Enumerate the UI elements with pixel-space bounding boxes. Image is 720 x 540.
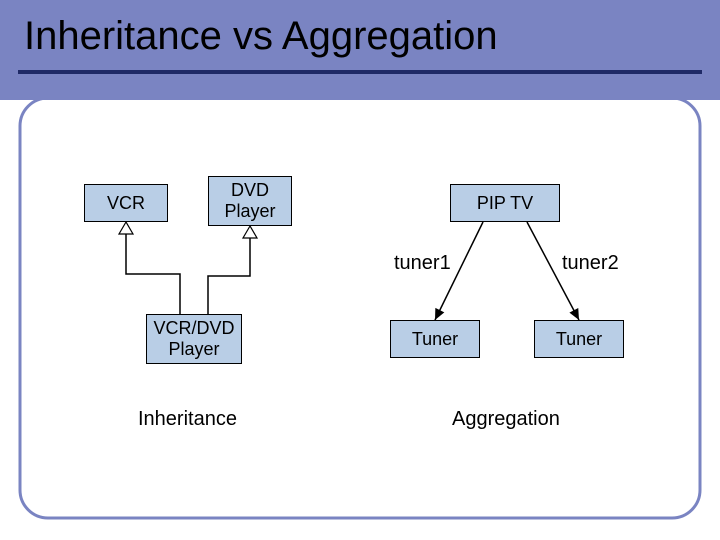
box-tuner-left: Tuner (390, 320, 480, 358)
box-pip-tv: PIP TV (450, 184, 560, 222)
box-vcr: VCR (84, 184, 168, 222)
box-vcr-dvd-player: VCR/DVDPlayer (146, 314, 242, 364)
title-underline (18, 70, 702, 74)
caption-aggregation: Aggregation (452, 408, 560, 431)
caption-inheritance: Inheritance (138, 408, 237, 431)
box-tuner-r-label: Tuner (556, 329, 602, 350)
box-tuner-right: Tuner (534, 320, 624, 358)
edge-label-tuner1: tuner1 (394, 252, 451, 275)
slide: Inheritance vs Aggregation VCR DVDPlayer… (0, 0, 720, 540)
box-vcrdvd-label: VCR/DVDPlayer (153, 318, 234, 359)
box-vcr-label: VCR (107, 193, 145, 214)
box-piptv-label: PIP TV (477, 193, 533, 214)
box-dvd-label: DVDPlayer (224, 180, 275, 221)
page-title: Inheritance vs Aggregation (24, 14, 498, 59)
box-dvd-player: DVDPlayer (208, 176, 292, 226)
box-tuner-l-label: Tuner (412, 329, 458, 350)
edge-label-tuner2: tuner2 (562, 252, 619, 275)
